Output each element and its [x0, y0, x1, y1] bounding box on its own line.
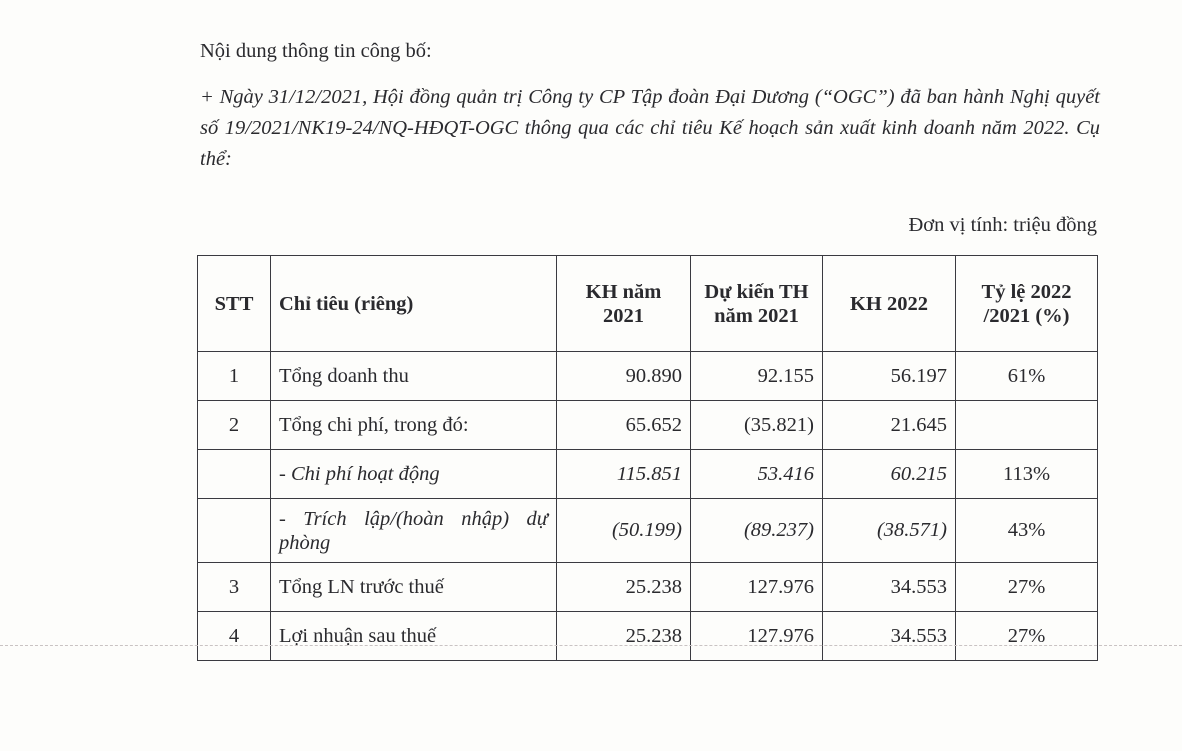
cell-item: - Chi phí hoạt động	[270, 449, 557, 499]
cell-th2021: (89.237)	[690, 498, 823, 563]
cell-ratio: 27%	[955, 562, 1098, 612]
cell-th2021: 53.416	[690, 449, 823, 499]
cell-ratio: 61%	[955, 351, 1098, 401]
table-row: - Trích lập/(hoàn nhập) dự phòng (50.199…	[197, 498, 1098, 563]
header-th2021: Dự kiến TH năm 2021	[690, 255, 823, 352]
header-stt: STT	[197, 255, 271, 352]
header-kh2021: KH năm 2021	[556, 255, 691, 352]
cell-stt: 3	[197, 562, 271, 612]
table-row: 1 Tổng doanh thu 90.890 92.155 56.197 61…	[197, 351, 1098, 401]
cell-kh2021: 90.890	[556, 351, 691, 401]
header-ratio: Tỷ lệ 2022 /2021 (%)	[955, 255, 1098, 352]
table-row: 2 Tổng chi phí, trong đó: 65.652 (35.821…	[197, 400, 1098, 450]
unit-label: Đơn vị tính: triệu đồng	[908, 214, 1098, 236]
cell-kh2021: (50.199)	[556, 498, 691, 563]
cell-item: Tổng doanh thu	[270, 351, 557, 401]
table-row: 3 Tổng LN trước thuế 25.238 127.976 34.5…	[197, 562, 1098, 612]
cell-th2021: 92.155	[690, 351, 823, 401]
cell-kh2021: 65.652	[556, 400, 691, 450]
cell-ratio: 27%	[955, 611, 1098, 661]
business-plan-table: STT Chỉ tiêu (riêng) KH năm 2021 Dự kiến…	[197, 255, 1098, 661]
header-item: Chỉ tiêu (riêng)	[270, 255, 557, 352]
cell-ratio: 113%	[955, 449, 1098, 499]
header-kh2022: KH 2022	[822, 255, 956, 352]
cell-item: Tổng LN trước thuế	[270, 562, 557, 612]
cell-ratio	[955, 400, 1098, 450]
announcement-paragraph: + Ngày 31/12/2021, Hội đồng quản trị Côn…	[200, 86, 1100, 170]
cell-stt: 1	[197, 351, 271, 401]
table-row: - Chi phí hoạt động 115.851 53.416 60.21…	[197, 449, 1098, 499]
cell-kh2022: 60.215	[822, 449, 956, 499]
cell-stt	[197, 498, 271, 563]
table-row: 4 Lợi nhuận sau thuế 25.238 127.976 34.5…	[197, 611, 1098, 661]
cell-item: Lợi nhuận sau thuế	[270, 611, 557, 661]
cell-stt	[197, 449, 271, 499]
table-header-row: STT Chỉ tiêu (riêng) KH năm 2021 Dự kiến…	[197, 255, 1098, 352]
cell-kh2022: (38.571)	[822, 498, 956, 563]
cell-th2021: 127.976	[690, 562, 823, 612]
cell-kh2022: 56.197	[822, 351, 956, 401]
cell-stt: 4	[197, 611, 271, 661]
cell-kh2021: 115.851	[556, 449, 691, 499]
cell-kh2022: 34.553	[822, 611, 956, 661]
cell-th2021: (35.821)	[690, 400, 823, 450]
cell-kh2022: 34.553	[822, 562, 956, 612]
cell-kh2021: 25.238	[556, 562, 691, 612]
cell-th2021: 127.976	[690, 611, 823, 661]
cell-stt: 2	[197, 400, 271, 450]
cell-item: Tổng chi phí, trong đó:	[270, 400, 557, 450]
intro-text: Nội dung thông tin công bố:	[200, 40, 432, 62]
cell-kh2022: 21.645	[822, 400, 956, 450]
scan-artifact-line	[0, 645, 1182, 646]
cell-item: - Trích lập/(hoàn nhập) dự phòng	[270, 498, 557, 563]
cell-kh2021: 25.238	[556, 611, 691, 661]
cell-ratio: 43%	[955, 498, 1098, 563]
